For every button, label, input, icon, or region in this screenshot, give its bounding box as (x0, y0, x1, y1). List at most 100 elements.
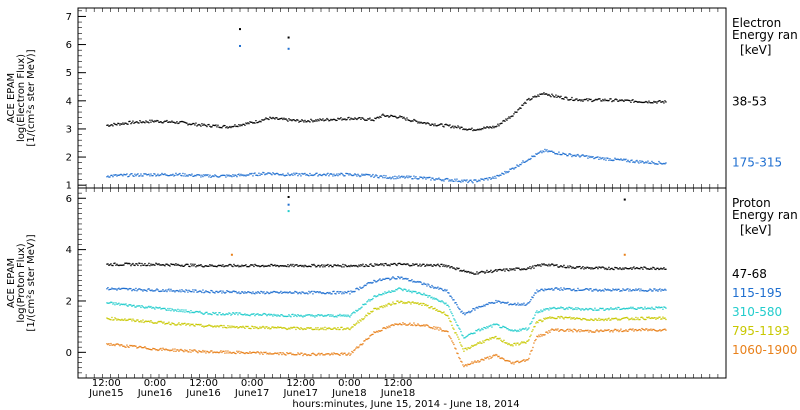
proton-point (307, 265, 309, 268)
proton-point (400, 288, 402, 290)
proton-point (436, 264, 438, 266)
proton-point (435, 265, 437, 267)
proton-point (644, 290, 646, 292)
electron-point (391, 115, 393, 117)
electron-point (131, 173, 133, 175)
electron-point (273, 173, 275, 175)
electron-point (407, 177, 409, 179)
electron-point (274, 173, 276, 176)
electron-point (237, 125, 239, 128)
proton-point (419, 325, 421, 327)
proton-point (256, 313, 258, 315)
electron-point (654, 101, 656, 103)
electron-point (652, 102, 654, 104)
electron-point (452, 125, 454, 127)
proton-point (628, 268, 630, 270)
electron-point (376, 116, 378, 119)
proton-point (358, 264, 360, 266)
proton-point (635, 267, 637, 269)
electron-point (598, 158, 600, 160)
proton-point (238, 312, 240, 314)
electron-point (375, 117, 377, 120)
proton-point (349, 316, 351, 318)
electron-point (383, 114, 385, 116)
proton-point (172, 290, 174, 292)
x-tick-time-label: 0:00 (241, 378, 263, 389)
proton-point (661, 329, 663, 331)
electron-point (314, 173, 316, 176)
proton-point (382, 292, 384, 295)
proton-point (375, 331, 377, 333)
proton-point (658, 306, 660, 308)
proton-point (617, 319, 619, 321)
proton-point (357, 309, 359, 311)
proton-point (258, 352, 260, 354)
proton-point (129, 318, 131, 320)
proton-point (541, 310, 543, 313)
proton-point (297, 352, 299, 354)
electron-point (240, 124, 242, 126)
proton-point (665, 318, 667, 321)
proton-point (664, 317, 666, 319)
electron-point (147, 121, 149, 123)
proton-outlier-point (287, 195, 290, 198)
proton-point (584, 330, 586, 332)
electron-point (570, 154, 572, 156)
proton-point (495, 269, 497, 271)
proton-point (547, 332, 549, 334)
electron-point (196, 125, 198, 127)
proton-point (458, 327, 460, 329)
electron-point (257, 121, 259, 124)
electron-point (332, 175, 334, 177)
electron-point (649, 162, 651, 164)
electron-point (664, 100, 666, 102)
proton-point (111, 287, 113, 289)
proton-point (254, 315, 256, 317)
proton-point (202, 289, 204, 291)
electron-point (319, 118, 321, 120)
proton-point (506, 302, 508, 304)
electron-point (546, 93, 548, 95)
proton-point (561, 316, 563, 318)
proton-point (357, 347, 359, 349)
electron-point (322, 174, 324, 176)
electron-point (477, 128, 479, 130)
proton-point (435, 287, 437, 289)
electron-point (135, 175, 137, 177)
electron-point (651, 160, 653, 163)
electron-point (226, 174, 228, 176)
proton-point (136, 319, 138, 321)
electron-point (321, 119, 323, 121)
proton-point (601, 266, 603, 268)
proton-point (308, 314, 310, 316)
proton-point (280, 290, 282, 293)
proton-point (454, 319, 456, 321)
proton-point (586, 288, 588, 290)
proton-point (392, 301, 394, 303)
proton-point (521, 360, 523, 362)
proton-point (333, 316, 335, 318)
proton-point (612, 318, 614, 320)
proton-point (527, 328, 529, 330)
proton-point (390, 304, 392, 306)
electron-point (641, 101, 643, 104)
proton-point (176, 310, 178, 312)
electron-point (509, 117, 511, 119)
proton-point (474, 309, 476, 311)
proton-ylabel-line: ACE EPAM (6, 258, 17, 308)
proton-point (217, 291, 219, 294)
electron-point (526, 160, 528, 162)
proton-point (213, 291, 215, 294)
proton-point (448, 335, 450, 337)
proton-point (246, 326, 248, 328)
electron-point (193, 175, 195, 177)
proton-point (219, 312, 221, 314)
proton-point (530, 299, 532, 301)
proton-point (401, 263, 403, 266)
proton-point (309, 354, 311, 357)
proton-point (132, 304, 134, 307)
proton-point (540, 265, 542, 267)
proton-point (362, 318, 364, 321)
proton-point (532, 296, 534, 299)
proton-point (252, 291, 254, 293)
